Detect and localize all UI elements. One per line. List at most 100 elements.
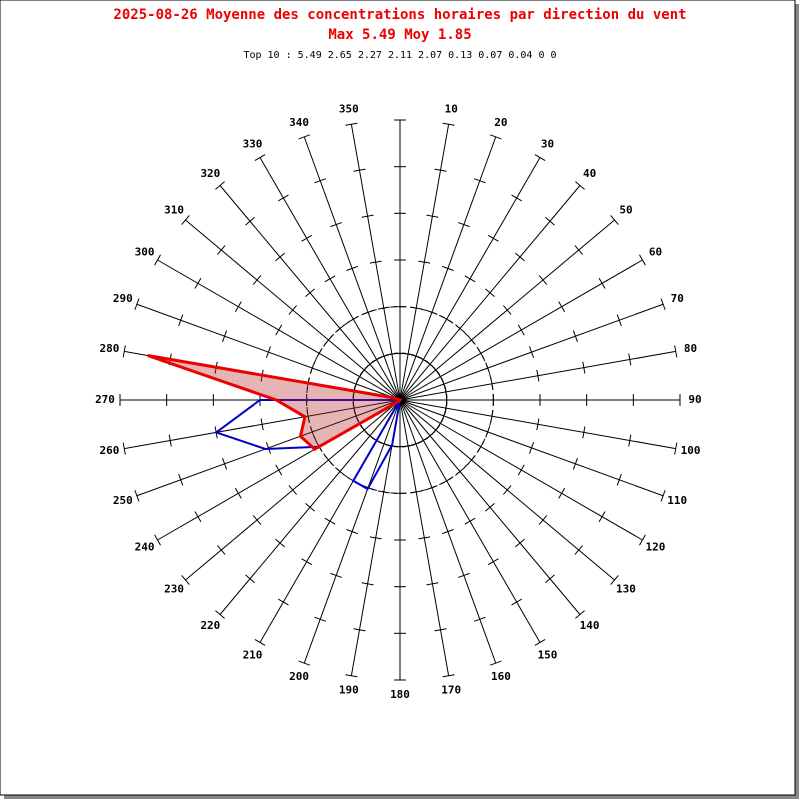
tick-mark — [309, 362, 315, 374]
tick-mark — [467, 455, 476, 465]
tick-mark — [575, 181, 585, 190]
tick-mark — [353, 628, 366, 632]
tick-mark — [252, 275, 262, 285]
tick-mark — [377, 490, 390, 494]
tick-mark — [442, 674, 455, 678]
tick-mark — [517, 324, 525, 336]
tick-mark — [254, 639, 266, 646]
series-area — [147, 354, 403, 452]
tick-mark — [335, 467, 345, 476]
angle-label: 190 — [339, 684, 359, 697]
angle-label: 280 — [100, 342, 120, 355]
tick-mark — [178, 473, 184, 486]
angle-label: 230 — [164, 583, 184, 596]
tick-mark — [277, 598, 289, 606]
tick-mark — [324, 455, 333, 465]
tick-mark — [275, 464, 283, 476]
tick-mark — [222, 458, 228, 470]
angle-label: 70 — [671, 292, 684, 305]
tick-mark — [545, 217, 555, 226]
tick-mark — [410, 490, 423, 494]
tick-mark — [369, 536, 382, 540]
tick-mark — [277, 194, 289, 202]
tick-mark — [122, 442, 126, 455]
chart-subtitle: Max 5.49 Moy 1.85 — [328, 27, 471, 43]
tick-mark — [347, 315, 359, 323]
tick-mark — [458, 572, 470, 578]
angle-label: 60 — [649, 246, 662, 259]
tick-mark — [346, 529, 358, 535]
top-note: Top 10 : 5.49 2.65 2.27 2.11 2.07 0.13 0… — [243, 50, 556, 61]
tick-mark — [610, 575, 619, 585]
tick-mark — [315, 347, 323, 359]
tick-mark — [582, 361, 586, 374]
tick-mark — [490, 410, 494, 423]
tick-mark — [260, 418, 264, 431]
tick-mark — [477, 347, 485, 359]
angle-label: 310 — [164, 203, 184, 216]
tick-mark — [426, 582, 439, 586]
tick-mark — [503, 305, 512, 315]
tick-mark — [418, 536, 431, 540]
tick-mark — [265, 346, 271, 358]
angle-label: 40 — [583, 167, 596, 180]
tick-mark — [324, 275, 336, 283]
tick-mark — [660, 298, 666, 311]
tick-mark — [275, 324, 283, 336]
angle-label: 290 — [113, 292, 133, 305]
tick-mark — [215, 181, 225, 190]
tick-mark — [545, 574, 555, 583]
tick-mark — [217, 245, 226, 255]
tick-mark — [309, 426, 315, 438]
tick-mark — [574, 545, 583, 555]
tick-mark — [455, 467, 465, 476]
angle-label: 320 — [200, 167, 220, 180]
tick-mark — [538, 275, 548, 285]
angle-label: 120 — [646, 541, 666, 554]
tick-mark — [335, 324, 345, 333]
tick-mark — [194, 511, 202, 523]
tick-mark — [538, 515, 548, 525]
tick-mark — [558, 301, 566, 313]
tick-mark — [534, 154, 546, 161]
tick-mark — [324, 335, 333, 345]
tick-mark — [477, 441, 485, 453]
tick-mark — [426, 485, 438, 491]
tick-mark — [616, 314, 622, 327]
angle-label: 90 — [688, 393, 701, 406]
tick-mark — [330, 572, 342, 578]
tick-mark — [572, 330, 578, 342]
tick-mark — [639, 254, 646, 266]
tick-mark — [288, 485, 297, 495]
tick-mark — [536, 418, 540, 431]
tick-mark — [441, 315, 453, 323]
tick-mark — [487, 234, 499, 242]
angle-label: 130 — [616, 583, 636, 596]
tick-mark — [410, 306, 423, 310]
tick-mark — [616, 473, 622, 486]
tick-mark — [610, 215, 619, 225]
tick-mark — [298, 134, 311, 140]
tick-mark — [574, 245, 583, 255]
tick-mark — [181, 215, 190, 225]
tick-mark — [154, 534, 161, 546]
angle-label: 30 — [541, 138, 554, 151]
angle-label: 150 — [538, 648, 558, 661]
angle-label: 350 — [339, 102, 359, 115]
tick-mark — [194, 277, 202, 289]
tick-mark — [442, 529, 454, 535]
tick-mark — [369, 260, 382, 264]
tick-mark — [558, 487, 566, 499]
tick-mark — [275, 252, 285, 262]
tick-mark — [536, 369, 540, 382]
tick-mark — [385, 352, 398, 356]
tick-mark — [377, 306, 390, 310]
tick-mark — [674, 345, 678, 358]
tick-mark — [489, 134, 502, 140]
tick-mark — [298, 660, 311, 666]
angle-label: 250 — [113, 494, 133, 507]
angle-label: 80 — [684, 342, 697, 355]
tick-mark — [353, 168, 366, 172]
tick-mark — [245, 217, 255, 226]
angle-label: 210 — [243, 648, 263, 661]
